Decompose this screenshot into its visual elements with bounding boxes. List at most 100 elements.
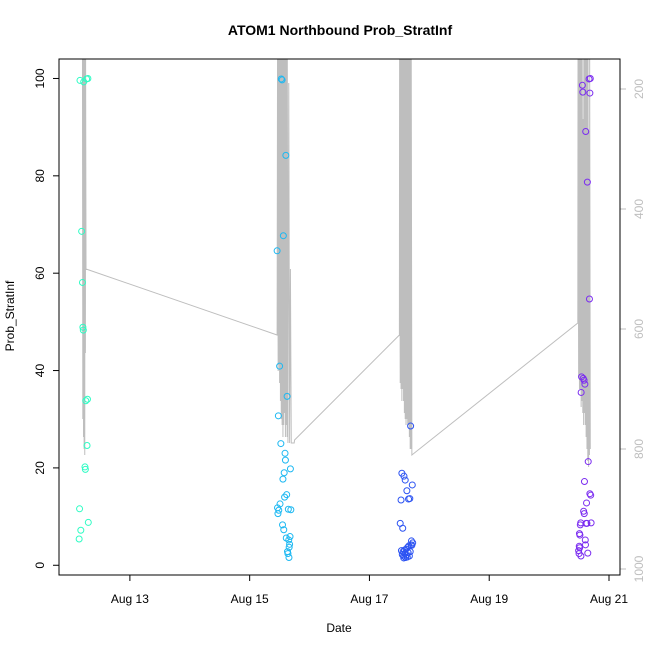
data-point-series-2 [276, 362, 284, 370]
y-tick-label: 20 [33, 461, 47, 475]
data-point-series-3 [400, 472, 408, 480]
y-tick-label: 80 [33, 169, 47, 183]
data-point-series-2 [277, 440, 285, 448]
data-point-series-1 [76, 76, 84, 84]
y2-tick-label: 1000 [632, 555, 646, 582]
data-point-series-2 [280, 469, 288, 477]
data-point-series-2 [281, 493, 289, 501]
data-point-series-2 [274, 510, 282, 518]
y-tick-label: 40 [33, 364, 47, 378]
data-point-series-4 [580, 510, 588, 518]
data-point-series-1 [81, 463, 89, 471]
data-point-series-4 [578, 81, 586, 89]
data-point-series-4 [587, 491, 595, 499]
data-point-series-3 [408, 541, 416, 549]
data-point-series-4 [580, 478, 588, 486]
data-point-series-2 [286, 465, 294, 473]
data-point-series-4 [584, 458, 592, 466]
data-point-series-1 [83, 395, 91, 403]
data-point-series-2 [286, 533, 294, 541]
data-point-series-4 [587, 519, 595, 527]
data-point-series-2 [285, 553, 293, 561]
data-point-series-3 [407, 422, 415, 430]
data-point-series-2 [284, 505, 292, 513]
data-point-series-3 [401, 476, 409, 484]
data-point-series-4 [576, 531, 584, 539]
x-tick-label: Aug 15 [231, 592, 269, 606]
y2-tick-label: 400 [632, 199, 646, 219]
data-point-series-4 [579, 88, 587, 96]
data-point-series-4 [585, 295, 593, 303]
data-point-series-1 [84, 518, 92, 526]
data-point-series-1 [81, 465, 89, 473]
data-point-series-2 [281, 449, 289, 457]
data-point-series-2 [285, 536, 293, 544]
profile-layer [81, 59, 591, 468]
points-layer [75, 74, 595, 562]
data-point-series-4 [580, 376, 588, 384]
plot-frame [58, 58, 621, 576]
data-point-series-1 [78, 278, 86, 286]
data-point-series-4 [586, 490, 594, 498]
data-point-series-4 [583, 178, 591, 186]
data-point-series-3 [400, 554, 408, 562]
data-point-series-2 [279, 475, 287, 483]
chart-title: ATOM1 Northbound Prob_StratInf [228, 22, 453, 38]
data-point-series-2 [281, 456, 289, 464]
data-point-series-4 [581, 536, 589, 544]
data-point-series-4 [576, 521, 584, 529]
data-point-series-2 [278, 76, 286, 84]
data-point-series-1 [75, 535, 83, 543]
data-point-series-3 [406, 495, 414, 503]
x-tick-label: Aug 13 [111, 592, 149, 606]
x-tick-label: Aug 21 [590, 592, 628, 606]
data-point-series-1 [79, 326, 87, 334]
y2-tick-label: 800 [632, 439, 646, 459]
data-point-series-1 [82, 397, 90, 405]
data-point-series-2 [280, 526, 288, 534]
data-point-series-4 [584, 549, 592, 557]
data-point-series-1 [76, 505, 84, 513]
data-point-series-2 [279, 232, 287, 240]
x-axis-label: Date [326, 621, 352, 635]
data-point-series-1 [78, 227, 86, 235]
data-point-series-2 [284, 550, 292, 558]
data-point-series-2 [276, 500, 284, 508]
data-point-series-3 [397, 496, 405, 504]
data-point-series-1 [79, 323, 87, 331]
y-tick-label: 60 [33, 266, 47, 280]
data-point-series-2 [277, 75, 285, 83]
x-tick-label: Aug 19 [470, 592, 508, 606]
data-point-series-2 [287, 506, 295, 514]
data-point-series-3 [399, 524, 407, 532]
data-point-series-4 [581, 380, 589, 388]
data-point-series-1 [84, 74, 92, 82]
data-point-series-4 [577, 388, 585, 396]
y2-tick-label: 600 [632, 319, 646, 339]
data-point-series-3 [408, 481, 416, 489]
data-point-series-4 [582, 541, 589, 549]
data-point-series-1 [77, 526, 85, 534]
y2-tick-label: 200 [632, 79, 646, 99]
x-tick-label: Aug 17 [350, 592, 388, 606]
data-point-series-2 [282, 151, 290, 159]
data-point-series-3 [403, 487, 411, 495]
data-point-series-4 [586, 74, 594, 82]
data-point-series-4 [586, 89, 594, 97]
data-point-series-2 [275, 506, 283, 514]
data-point-series-2 [274, 412, 282, 420]
data-point-series-2 [273, 247, 281, 255]
data-point-series-4 [577, 552, 585, 560]
y-tick-label: 100 [33, 68, 47, 88]
data-point-series-2 [279, 521, 287, 529]
profile-line [81, 59, 591, 468]
data-point-series-1 [83, 442, 91, 450]
data-point-series-4 [583, 499, 591, 507]
y-tick-label: 0 [33, 562, 47, 569]
y-axis-label: Prob_StratInf [3, 280, 17, 351]
data-point-series-4 [582, 128, 590, 136]
data-point-series-2 [286, 540, 294, 548]
data-point-series-2 [285, 543, 293, 551]
